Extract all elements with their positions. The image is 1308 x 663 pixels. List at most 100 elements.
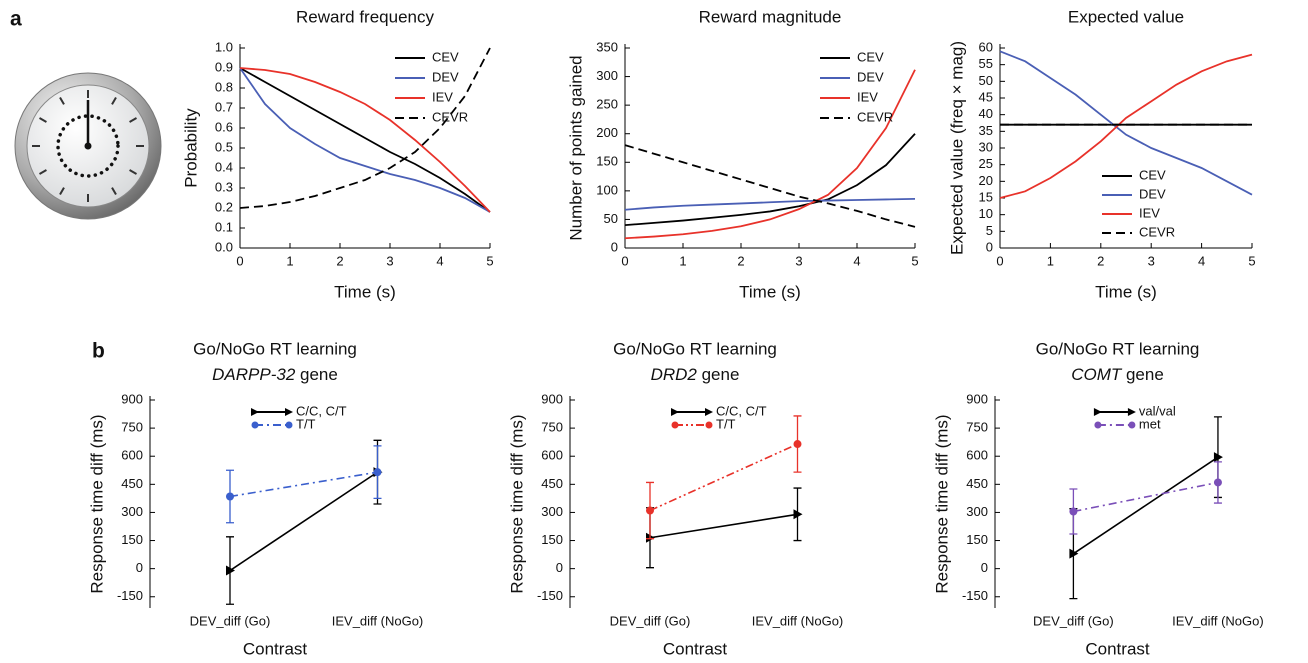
- x-tick-label: 0: [621, 253, 628, 268]
- x-tick-label: 0: [236, 253, 243, 268]
- y-tick-label: 0.8: [215, 79, 233, 94]
- y-tick-label: 0: [611, 239, 618, 254]
- x-tick-label: 4: [436, 253, 443, 268]
- series-line: [239, 67, 491, 213]
- x-tick-label: IEV_diff (NoGo): [332, 613, 424, 628]
- chart-title: Reward frequency: [296, 7, 434, 26]
- y-tick-label: 300: [966, 504, 988, 519]
- legend-marker: [671, 408, 679, 416]
- legend-label: CEVR: [1139, 224, 1175, 239]
- x-tick-label: 2: [336, 253, 343, 268]
- series-line: [239, 47, 491, 209]
- y-tick-label: -150: [537, 588, 563, 603]
- series-line: [999, 50, 1253, 196]
- clock-tick: [59, 97, 65, 105]
- series-line: [1072, 456, 1219, 555]
- clock-tick: [39, 169, 47, 175]
- x-tick-label: 3: [795, 253, 802, 268]
- x-tick-label: 4: [853, 253, 860, 268]
- y-tick-label: 450: [121, 476, 143, 491]
- y-tick-label: 600: [541, 448, 563, 463]
- legend-label: CEV: [857, 49, 884, 64]
- y-tick-label: 0: [136, 560, 143, 575]
- y-tick-label: 0.3: [215, 179, 233, 194]
- series-line: [229, 471, 378, 572]
- clock-tick: [111, 187, 117, 195]
- chart-subtitle: DRD2 gene: [651, 365, 740, 384]
- legend-marker: [285, 421, 293, 429]
- legend-label: DEV: [432, 69, 459, 84]
- legend-label: CEV: [432, 49, 459, 64]
- x-tick-label: 4: [1198, 253, 1205, 268]
- y-tick-label: 0.2: [215, 199, 233, 214]
- legend-label: T/T: [296, 416, 316, 431]
- legend-label: C/C, C/T: [716, 403, 767, 418]
- chart-title: Go/NoGo RT learning: [1036, 339, 1200, 358]
- x-tick-label: 2: [737, 253, 744, 268]
- y-tick-label: 15: [979, 189, 993, 204]
- y-tick-label: 250: [596, 97, 618, 112]
- marker: [793, 509, 803, 520]
- clock-tick: [111, 97, 117, 105]
- x-axis-label: Time (s): [1095, 282, 1157, 301]
- panel-label: b: [92, 340, 105, 363]
- y-tick-label: 55: [979, 56, 993, 71]
- y-tick-label: 150: [966, 532, 988, 547]
- y-tick-label: 0.6: [215, 119, 233, 134]
- clock-illustration: [14, 72, 162, 220]
- y-tick-label: 0.4: [215, 159, 233, 174]
- clock-tick: [39, 117, 47, 123]
- y-tick-label: 300: [121, 504, 143, 519]
- y-tick-label: 35: [979, 123, 993, 138]
- y-axis-label: Probability: [181, 108, 200, 188]
- legend-label: IEV: [432, 89, 453, 104]
- y-axis-label: Expected value (freq × mag): [947, 41, 966, 255]
- legend-marker: [285, 408, 293, 416]
- y-axis-label: Response time diff (ms): [87, 414, 106, 593]
- y-tick-label: 10: [979, 206, 993, 221]
- legend-marker: [251, 421, 259, 429]
- chart-subtitle: COMT gene: [1071, 365, 1164, 384]
- y-tick-label: 0.7: [215, 99, 233, 114]
- series-line: [624, 69, 916, 240]
- series-line: [239, 67, 491, 213]
- legend-marker: [705, 408, 713, 416]
- x-tick-label: 3: [1148, 253, 1155, 268]
- series-line: [229, 471, 378, 498]
- chart-title: Go/NoGo RT learning: [193, 339, 357, 358]
- y-tick-label: 60: [979, 39, 993, 54]
- legend-marker: [1128, 421, 1136, 429]
- legend-label: IEV: [857, 89, 878, 104]
- y-tick-label: 450: [541, 476, 563, 491]
- y-tick-label: 450: [966, 476, 988, 491]
- legend-label: CEVR: [432, 109, 468, 124]
- marker: [646, 506, 654, 515]
- x-tick-label: 5: [486, 253, 493, 268]
- y-tick-label: 150: [121, 532, 143, 547]
- y-tick-label: 0: [556, 560, 563, 575]
- legend-label: met: [1139, 416, 1161, 431]
- x-axis-label: Contrast: [243, 639, 308, 658]
- legend-label: DEV: [857, 69, 884, 84]
- series-line: [624, 133, 916, 227]
- y-tick-label: 20: [979, 173, 993, 188]
- y-tick-label: 40: [979, 106, 993, 121]
- y-tick-label: 25: [979, 156, 993, 171]
- y-tick-label: 200: [596, 125, 618, 140]
- clock-dots: [56, 114, 120, 178]
- y-tick-label: 50: [604, 211, 618, 226]
- marker: [1213, 478, 1222, 487]
- chart-title: Go/NoGo RT learning: [613, 339, 777, 358]
- y-tick-label: 30: [979, 139, 993, 154]
- y-tick-label: 0.0: [215, 239, 233, 254]
- clock-pin: [84, 142, 92, 150]
- panel-label: a: [10, 8, 22, 31]
- x-tick-label: 1: [1047, 253, 1054, 268]
- y-tick-label: -150: [962, 588, 988, 603]
- marker: [1213, 452, 1223, 463]
- series-line: [624, 144, 916, 228]
- x-axis-label: Time (s): [334, 282, 396, 301]
- clock-tick: [129, 169, 137, 175]
- x-tick-label: 0: [996, 253, 1003, 268]
